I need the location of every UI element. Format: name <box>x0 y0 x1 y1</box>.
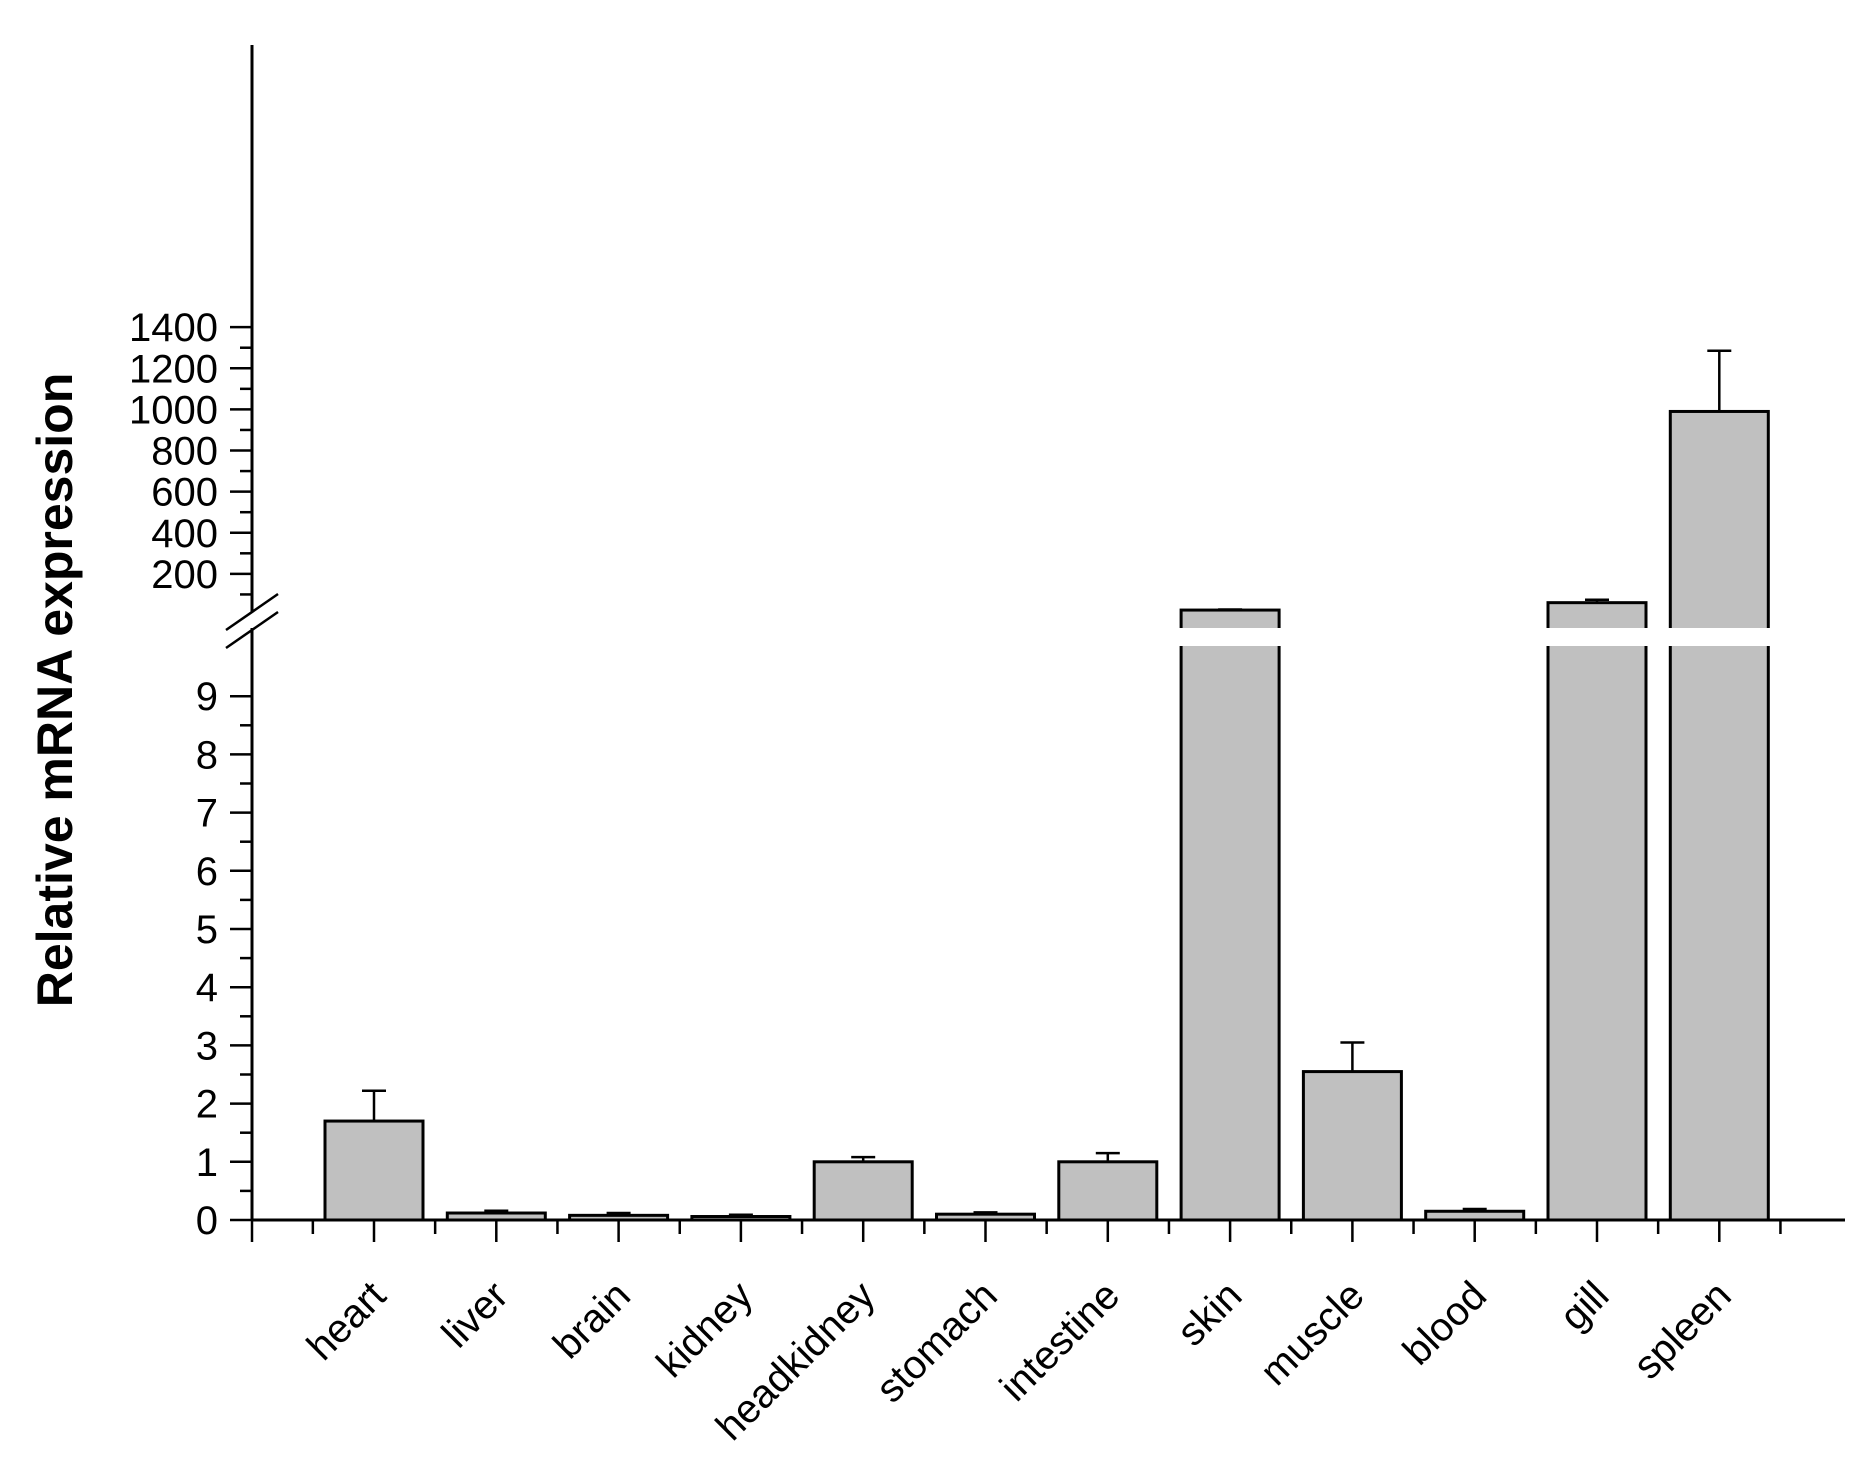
x-tick-label-liver: liver <box>434 1273 517 1356</box>
y-axis-label: Relative mRNA expression <box>27 373 83 1008</box>
x-tick-label-gill: gill <box>1552 1273 1618 1339</box>
x-tick-label-brain: brain <box>545 1273 639 1367</box>
x-tick-label-spleen: spleen <box>1625 1273 1739 1387</box>
y-tick-label: 4 <box>196 966 218 1010</box>
bar-break-gap-gill <box>1544 628 1650 646</box>
bar-heart <box>323 1119 425 1222</box>
y-tick-label: 9 <box>196 675 218 719</box>
axes-layer <box>250 45 1845 1242</box>
y-tick-label: 1000 <box>129 388 218 432</box>
y-tick-label: 1200 <box>129 347 218 391</box>
bar-muscle <box>1301 1070 1403 1222</box>
ticks-layer: heart liver brain kidneyheadkidneystomachin… <box>129 306 1782 1449</box>
x-tick-label-blood: blood <box>1395 1273 1495 1373</box>
bar-break-gap-skin <box>1177 628 1284 646</box>
y-tick-label: 8 <box>196 733 218 777</box>
x-tick-label-muscle: muscle <box>1252 1273 1373 1394</box>
x-tick-label-heart: heart <box>299 1273 395 1369</box>
error-bars-layer <box>362 349 1732 1217</box>
bar-skin <box>1179 608 1281 1222</box>
bars-layer <box>323 409 1773 1222</box>
y-tick-label: 6 <box>196 850 218 894</box>
y-tick-label: 800 <box>151 430 218 474</box>
x-tick-label-stomach: stomach <box>868 1273 1006 1411</box>
y-tick-label: 600 <box>151 471 218 515</box>
bar-break-gap-spleen <box>1666 628 1773 646</box>
y-tick-label: 5 <box>196 908 218 952</box>
x-tick-label-intestine: intestine <box>992 1273 1128 1409</box>
y-tick-label: 2 <box>196 1083 218 1127</box>
bar-gill <box>1546 601 1648 1222</box>
y-tick-label: 1 <box>196 1141 218 1185</box>
y-tick-label: 0 <box>196 1199 218 1243</box>
y-tick-label: 200 <box>151 553 218 597</box>
bar-intestine <box>1057 1160 1159 1222</box>
bar-headkidney <box>812 1160 914 1222</box>
y-tick-label: 400 <box>151 512 218 556</box>
x-tick-label-skin: skin <box>1169 1273 1250 1354</box>
y-tick-label: 1400 <box>129 306 218 350</box>
bar-spleen <box>1668 409 1770 1222</box>
y-tick-label: 7 <box>196 792 218 836</box>
y-tick-label: 3 <box>196 1024 218 1068</box>
x-tick-label-kidney: kidney <box>648 1273 761 1386</box>
